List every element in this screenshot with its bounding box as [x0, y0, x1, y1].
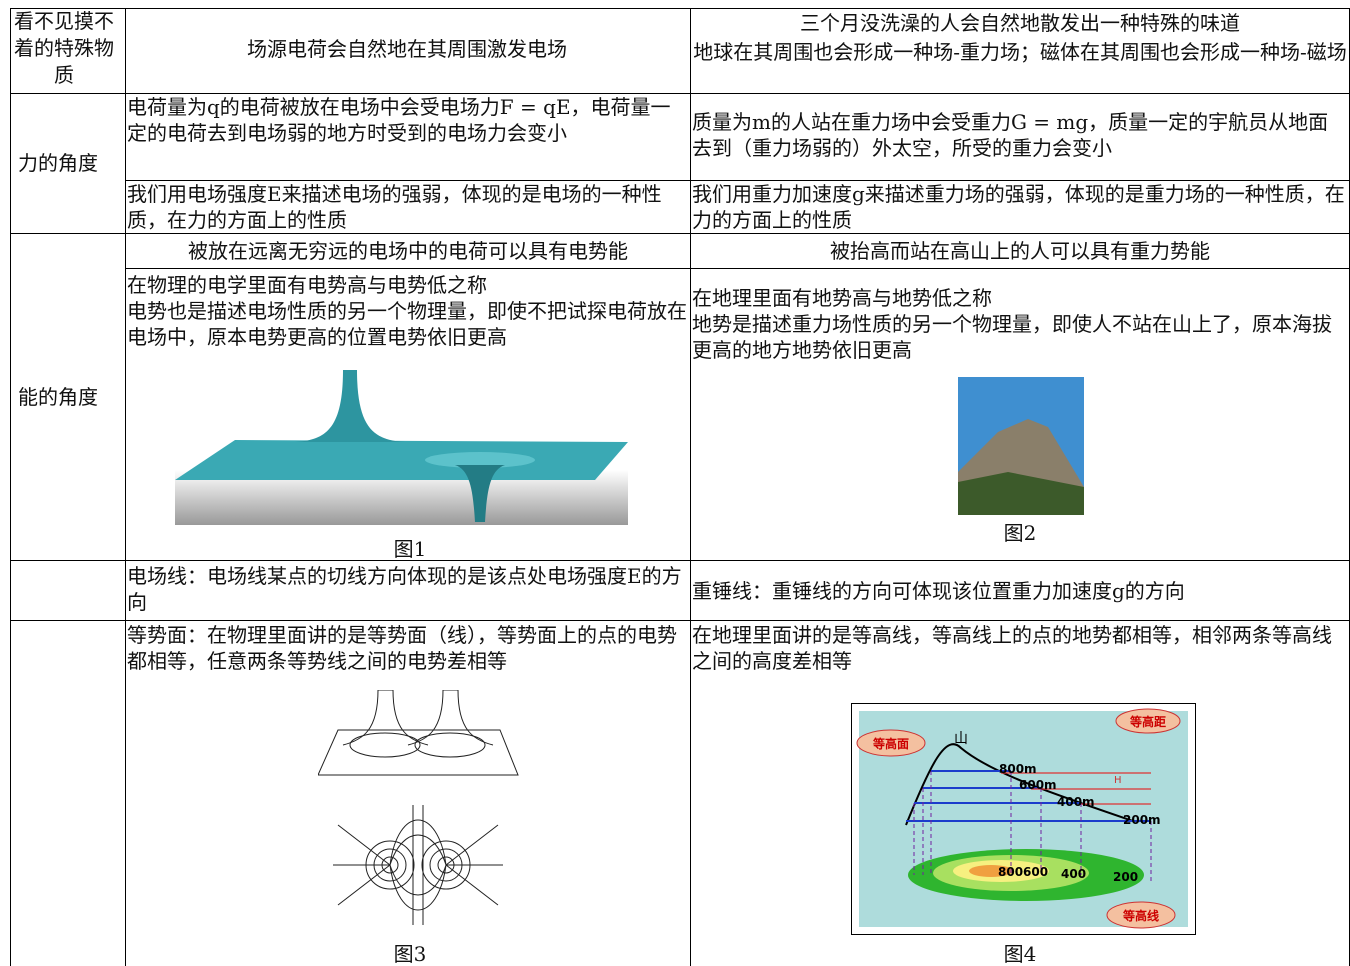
- cell-text: 在物理的电学里面有电势高与电势低之称 电势也是描述电场性质的另一个物理量，即使不…: [127, 273, 687, 349]
- label: 600m: [1019, 778, 1057, 792]
- cell-text: 电场线：电场线某点的切线方向体现的是该点处电场强度E的方向: [127, 564, 682, 614]
- header-col2: 场源电荷会自然地在其周围激发电场: [247, 37, 567, 61]
- cell-text: 在地理里面讲的是等高线，等高线上的点的地势都相等，相邻两条等高线之间的高度差相等: [692, 623, 1332, 673]
- label: 800: [998, 865, 1023, 879]
- cell-text: 重锤线：重锤线的方向可体现该位置重力加速度g的方向: [692, 579, 1185, 603]
- cell-text: 我们用重力加速度g来描述重力场的强弱，体现的是重力场的一种性质，在力的方面上的性…: [692, 182, 1345, 232]
- label: 400m: [1057, 795, 1095, 809]
- header-col3-line: 地球在其周围也会形成一种场-重力场；磁体在其周围也会形成一种场-磁场: [693, 40, 1347, 64]
- cell-text: 质量为m的人站在重力场中会受重力G = mg，质量一定的宇航员从地面去到（重力场…: [692, 110, 1329, 160]
- header-col1: 看不见摸不着的特殊物质: [14, 9, 114, 87]
- row-label: 力的角度: [18, 151, 98, 175]
- cell-text: 被抬高而站在高山上的人可以具有重力势能: [830, 239, 1210, 263]
- label: 400: [1061, 867, 1086, 881]
- row-label: 能的角度: [18, 385, 98, 409]
- label: 600: [1023, 865, 1048, 879]
- figure-caption: 图3: [393, 942, 427, 966]
- figure-caption: 图1: [393, 537, 427, 561]
- figure-3: [318, 690, 519, 925]
- label: H: [1114, 775, 1122, 786]
- cell-text: 电荷量为q的电荷被放在电场中会受电场力F = qE，电荷量一定的电荷去到电场弱的…: [127, 95, 671, 145]
- figure-2: [958, 377, 1084, 515]
- figure-caption: 图2: [1003, 521, 1037, 545]
- cell-text: 我们用电场强度E来描述电场的强弱，体现的是电场的一种性质，在力的方面上的性质: [127, 182, 662, 232]
- label: 等高面: [872, 736, 909, 751]
- figure-1: [175, 370, 628, 525]
- cell-text: 等势面：在物理里面讲的是等势面（线），等势面上的点的电势都相等，任意两条等势线之…: [127, 623, 677, 673]
- cell-text: 在地理里面有地势高与地势低之称 地势是描述重力场性质的另一个物理量，即使人不站在…: [692, 286, 1332, 362]
- label: 800m: [999, 762, 1037, 776]
- label: 等高线: [1122, 908, 1159, 923]
- header-col3-line: 三个月没洗澡的人会自然地散发出一种特殊的味道: [800, 11, 1240, 35]
- label: 200: [1113, 870, 1138, 884]
- label: 200m: [1123, 813, 1161, 827]
- figure-caption: 图4: [1003, 942, 1037, 966]
- label: 山: [954, 731, 968, 747]
- cell-text: 被放在远离无穷远的电场中的电荷可以具有电势能: [188, 239, 628, 263]
- figure-4: 等高面 等高距 等高线 山 800m 600m 400m 200m 800 60…: [851, 703, 1196, 935]
- label: 等高距: [1129, 714, 1166, 729]
